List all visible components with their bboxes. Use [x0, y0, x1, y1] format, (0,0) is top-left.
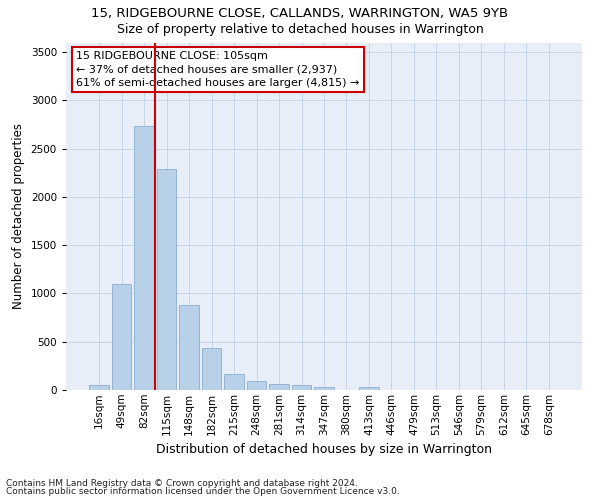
Bar	[112, 284, 131, 390]
Text: 15, RIDGEBOURNE CLOSE, CALLANDS, WARRINGTON, WA5 9YB: 15, RIDGEBOURNE CLOSE, CALLANDS, WARRING…	[91, 8, 509, 20]
Y-axis label: Number of detached properties: Number of detached properties	[12, 123, 25, 309]
Bar	[359, 387, 379, 390]
Text: Contains public sector information licensed under the Open Government Licence v3: Contains public sector information licen…	[6, 487, 400, 496]
Bar	[179, 305, 199, 390]
Text: Size of property relative to detached houses in Warrington: Size of property relative to detached ho…	[116, 22, 484, 36]
Bar	[202, 348, 221, 390]
Bar	[134, 126, 154, 390]
Text: 15 RIDGEBOURNE CLOSE: 105sqm
← 37% of detached houses are smaller (2,937)
61% of: 15 RIDGEBOURNE CLOSE: 105sqm ← 37% of de…	[76, 51, 359, 88]
Bar	[292, 385, 311, 390]
Bar	[247, 382, 266, 390]
Bar	[89, 384, 109, 390]
Bar	[269, 384, 289, 390]
Bar	[157, 169, 176, 390]
Bar	[314, 386, 334, 390]
Bar	[224, 374, 244, 390]
X-axis label: Distribution of detached houses by size in Warrington: Distribution of detached houses by size …	[156, 443, 492, 456]
Text: Contains HM Land Registry data © Crown copyright and database right 2024.: Contains HM Land Registry data © Crown c…	[6, 478, 358, 488]
